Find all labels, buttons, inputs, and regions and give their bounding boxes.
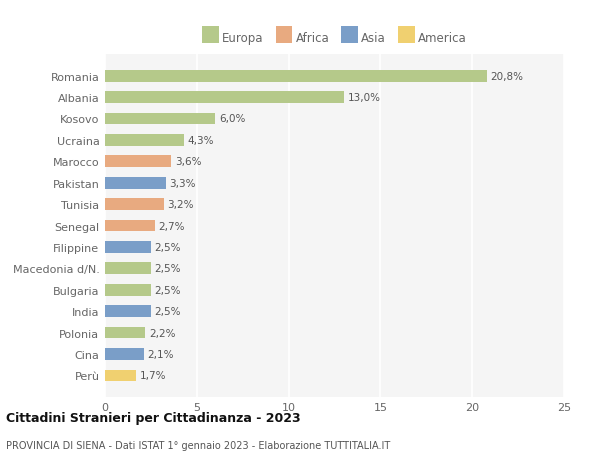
Text: 2,5%: 2,5% — [155, 242, 181, 252]
Text: 3,2%: 3,2% — [167, 200, 194, 210]
Bar — [105, 327, 145, 339]
Text: 3,3%: 3,3% — [169, 179, 196, 188]
Text: 2,7%: 2,7% — [158, 221, 185, 231]
Bar — [105, 263, 151, 274]
Text: PROVINCIA DI SIENA - Dati ISTAT 1° gennaio 2023 - Elaborazione TUTTITALIA.IT: PROVINCIA DI SIENA - Dati ISTAT 1° genna… — [6, 440, 390, 450]
Text: 6,0%: 6,0% — [219, 114, 245, 124]
Text: 13,0%: 13,0% — [347, 93, 380, 103]
Bar — [105, 348, 143, 360]
Bar — [105, 113, 215, 125]
Text: 3,6%: 3,6% — [175, 157, 201, 167]
Bar — [105, 241, 151, 253]
Text: 2,5%: 2,5% — [155, 285, 181, 295]
Text: 20,8%: 20,8% — [491, 72, 524, 82]
Bar — [105, 306, 151, 317]
Bar — [105, 92, 344, 104]
Text: 2,2%: 2,2% — [149, 328, 176, 338]
Text: 4,3%: 4,3% — [188, 135, 214, 146]
Text: 2,1%: 2,1% — [147, 349, 174, 359]
Bar — [105, 370, 136, 381]
Legend: Europa, Africa, Asia, America: Europa, Africa, Asia, America — [197, 27, 472, 49]
Bar — [105, 71, 487, 82]
Bar — [105, 199, 164, 211]
Bar — [105, 156, 171, 168]
Bar — [105, 220, 155, 232]
Text: Cittadini Stranieri per Cittadinanza - 2023: Cittadini Stranieri per Cittadinanza - 2… — [6, 412, 301, 425]
Text: 1,7%: 1,7% — [140, 370, 166, 381]
Bar — [105, 178, 166, 189]
Text: 2,5%: 2,5% — [155, 307, 181, 317]
Text: 2,5%: 2,5% — [155, 264, 181, 274]
Bar — [105, 284, 151, 296]
Bar — [105, 135, 184, 146]
